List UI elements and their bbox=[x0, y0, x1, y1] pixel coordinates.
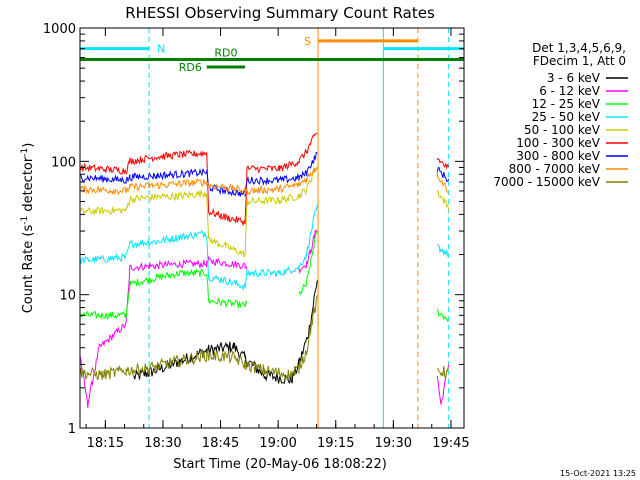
x-ticks: 18:15 18:30 18:45 19:00 19:15 19:30 19:45 bbox=[85, 28, 470, 451]
legend-label-6: 300 - 800 keV bbox=[516, 149, 600, 163]
series-line-5 bbox=[79, 132, 450, 226]
y-tick-label-2: 100 bbox=[51, 155, 76, 170]
legend-label-2: 12 - 25 keV bbox=[532, 97, 601, 111]
legend: Det 1,3,4,5,6,9, FDecim 1, Att 0 3 - 6 k… bbox=[493, 41, 628, 189]
x-tick-label-0: 18:15 bbox=[87, 436, 124, 451]
y-ticks: 1 10 100 1000 bbox=[43, 22, 464, 437]
flag-rd0-label: RD0 bbox=[214, 47, 237, 60]
flag-night-label: N bbox=[157, 43, 165, 56]
chart-title: RHESSI Observing Summary Count Rates bbox=[125, 4, 435, 22]
x-tick-label-1: 18:30 bbox=[144, 436, 181, 451]
series-line-2 bbox=[79, 231, 450, 323]
series-line-3 bbox=[79, 204, 450, 292]
y-axis-label-part1: Count Rate (s bbox=[21, 225, 36, 314]
legend-label-0: 3 - 6 keV bbox=[547, 71, 601, 85]
y-tick-label-0: 1 bbox=[68, 422, 76, 437]
legend-label-7: 800 - 7000 keV bbox=[509, 162, 601, 176]
flag-saa-label: S bbox=[304, 35, 311, 48]
y-axis-label-sup2: -1 bbox=[20, 148, 30, 157]
legend-label-3: 25 - 50 keV bbox=[532, 110, 601, 124]
x-axis-label: Start Time (20-May-06 18:08:22) bbox=[173, 457, 387, 472]
legend-label-4: 50 - 100 keV bbox=[524, 123, 601, 137]
legend-label-8: 7000 - 15000 keV bbox=[493, 175, 600, 189]
legend-label-1: 6 - 12 keV bbox=[539, 84, 601, 98]
series-line-0 bbox=[133, 280, 318, 385]
legend-label-5: 100 - 300 keV bbox=[516, 136, 600, 150]
x-tick-label-4: 19:15 bbox=[317, 436, 354, 451]
y-axis-label-part3: ) bbox=[21, 143, 36, 148]
plot-content: N S RD0 RD6 bbox=[79, 28, 464, 428]
y-axis-label-part2: detector bbox=[21, 156, 36, 216]
x-tick-label-5: 19:30 bbox=[375, 436, 412, 451]
flag-rd6-label: RD6 bbox=[179, 61, 202, 74]
y-tick-label-3: 1000 bbox=[43, 22, 76, 37]
y-tick-label-1: 10 bbox=[59, 289, 76, 304]
y-axis-label-group: Count Rate (s-1 detector-1) bbox=[20, 143, 36, 314]
footer-timestamp: 15-Oct-2021 13:25 bbox=[560, 469, 636, 478]
x-tick-label-6: 19:45 bbox=[432, 436, 469, 451]
series-line-7 bbox=[80, 167, 449, 196]
plot-frame bbox=[79, 27, 465, 429]
series-line-8 bbox=[79, 295, 450, 381]
x-tick-label-3: 19:00 bbox=[259, 436, 296, 451]
series-line-6 bbox=[79, 151, 450, 197]
x-tick-label-2: 18:45 bbox=[202, 436, 239, 451]
y-axis-label-sup1: -1 bbox=[20, 216, 30, 225]
legend-header-line2: FDecim 1, Att 0 bbox=[533, 54, 626, 68]
legend-header-line1: Det 1,3,4,5,6,9, bbox=[532, 41, 626, 55]
series-line-4 bbox=[79, 166, 450, 258]
y-axis-label: Count Rate (s-1 detector-1) bbox=[20, 143, 36, 314]
